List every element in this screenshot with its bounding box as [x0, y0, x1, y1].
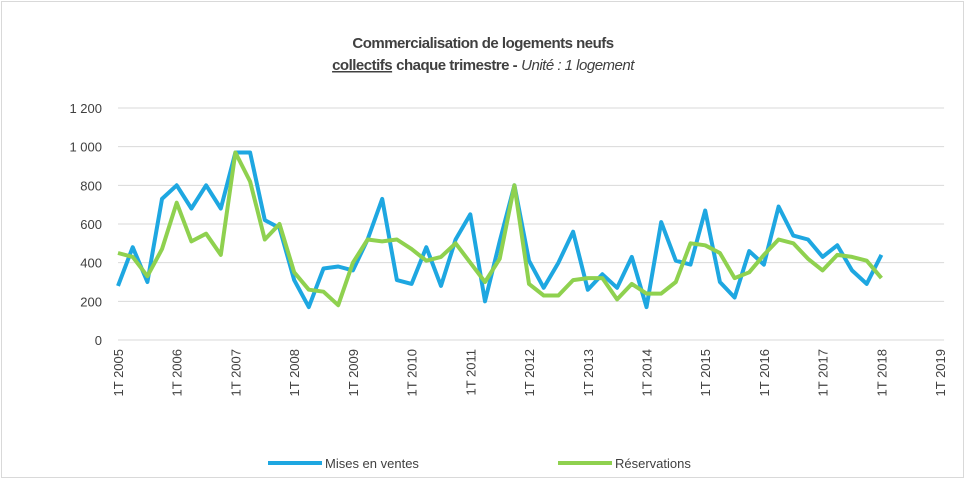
legend-label: Mises en ventes	[325, 456, 419, 471]
x-tick-label: 1T 2006	[170, 349, 185, 396]
x-tick-label: 1T 2018	[874, 349, 889, 396]
y-tick-label: 1 200	[69, 101, 102, 116]
subtitle-part: collectifs	[332, 57, 392, 74]
y-tick-label: 400	[80, 256, 102, 271]
x-tick-label: 1T 2008	[287, 349, 302, 396]
x-tick-label: 1T 2005	[111, 349, 126, 396]
x-tick-label: 1T 2019	[933, 349, 948, 396]
x-tick-label: 1T 2013	[581, 349, 596, 396]
legend-label: Réservations	[615, 456, 691, 471]
x-tick-label: 1T 2014	[639, 349, 654, 396]
y-tick-label: 800	[80, 178, 102, 193]
x-tick-label: 1T 2012	[522, 349, 537, 396]
x-tick-label: 1T 2015	[698, 349, 713, 396]
x-tick-label: 1T 2010	[405, 349, 420, 396]
y-tick-label: 1 000	[69, 140, 102, 155]
x-tick-label: 1T 2011	[463, 349, 478, 396]
chart-title: Commercialisation de logements neufs	[352, 35, 613, 52]
y-tick-label: 200	[80, 294, 102, 309]
chart-subtitle: collectifs chaque trimestre - Unité : 1 lo…	[332, 57, 635, 74]
series-line	[116, 150, 884, 310]
series-line	[117, 150, 883, 308]
y-tick-label: 600	[80, 217, 102, 232]
x-tick-label: 1T 2016	[757, 349, 772, 396]
x-tick-label: 1T 2009	[346, 349, 361, 396]
y-tick-label: 0	[95, 333, 102, 348]
subtitle-part: Unité : 1 logement	[521, 57, 635, 74]
x-tick-label: 1T 2017	[816, 349, 831, 396]
subtitle-part: chaque trimestre -	[396, 57, 518, 74]
x-tick-label: 1T 2007	[228, 349, 243, 396]
